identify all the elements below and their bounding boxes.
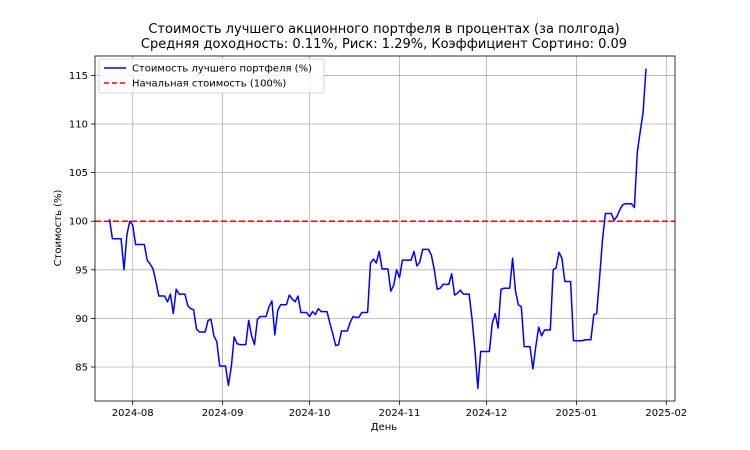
- plot-frame: [94, 55, 676, 402]
- portfolio-value-line: [108, 68, 647, 390]
- x-tick-label: 2024-10: [289, 408, 331, 419]
- x-axis-label: День: [371, 422, 398, 433]
- y-tick-label: 95: [75, 265, 88, 276]
- x-tick-label: 2024-11: [379, 408, 421, 419]
- y-tick-label: 100: [69, 217, 88, 228]
- chart-title-line2: Средняя доходность: 0.11%, Риск: 1.29%, …: [141, 37, 627, 52]
- y-tick-label: 85: [75, 362, 88, 373]
- legend-label-portfolio: Стоимость лучшего портфеля (%): [132, 64, 312, 75]
- legend-label-initial: Начальная стоимость (100%): [132, 79, 286, 90]
- x-tick-label: 2025-02: [645, 408, 687, 419]
- x-tick-label: 2024-09: [202, 408, 244, 419]
- x-tick-label: 2024-08: [112, 408, 154, 419]
- y-axis: 85 90 95 100 105 110 115: [69, 71, 95, 373]
- x-tick-label: 2024-12: [466, 408, 508, 419]
- legend-box: [98, 58, 325, 94]
- series-group: [108, 68, 647, 390]
- x-tick-label: 2025-01: [556, 408, 598, 419]
- chart-title-line1: Стоимость лучшего акционного портфеля в …: [148, 22, 619, 37]
- y-tick-label: 90: [75, 314, 88, 325]
- y-axis-label: Стоимость (%): [53, 190, 64, 267]
- legend: Стоимость лучшего портфеля (%) Начальная…: [98, 58, 325, 94]
- y-tick-label: 110: [69, 120, 88, 131]
- x-axis: 2024-08 2024-09 2024-10 2024-11 2024-12 2025-…: [112, 401, 687, 419]
- y-tick-label: 105: [69, 168, 88, 179]
- y-tick-label: 115: [69, 71, 88, 82]
